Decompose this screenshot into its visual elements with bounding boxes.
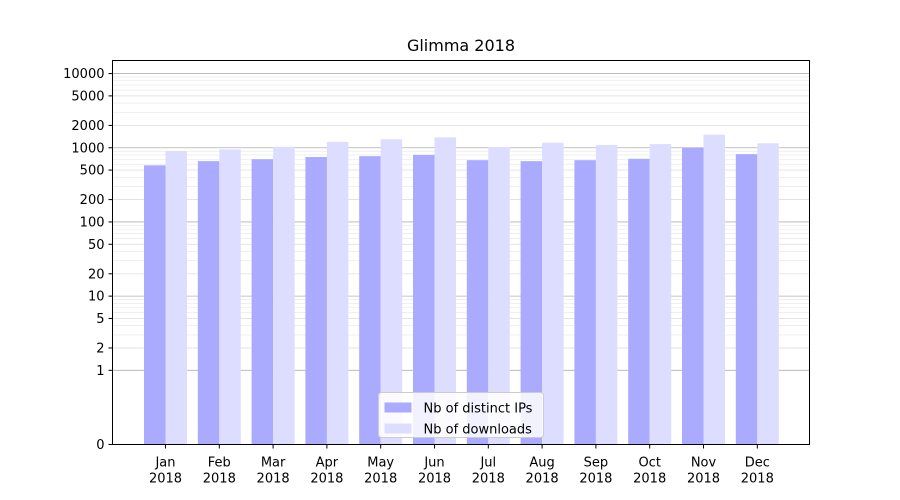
y-tick-label: 200	[80, 193, 105, 208]
bar-downloads	[434, 137, 456, 445]
x-tick-label: 2018	[418, 472, 451, 487]
x-tick-label: Aug	[529, 456, 554, 471]
bar-downloads	[219, 149, 241, 445]
bar-downloads	[273, 146, 295, 445]
x-tick-label: Sep	[584, 456, 609, 471]
x-tick-label: 2018	[257, 472, 290, 487]
y-tick-label: 2	[96, 341, 104, 356]
x-tick-label: Dec	[745, 456, 770, 471]
x-tick-label: Jan	[154, 456, 175, 471]
bar-downloads	[326, 141, 349, 445]
x-tick-label: Jun	[423, 456, 444, 471]
y-tick-label: 1	[96, 364, 104, 379]
bars	[144, 134, 779, 445]
y-tick-label: 10	[88, 290, 105, 305]
bar-distinct-ips	[466, 160, 489, 445]
bar-distinct-ips	[574, 160, 596, 445]
bar-downloads	[380, 139, 403, 445]
x-tick-label: Apr	[316, 456, 339, 471]
x-tick-label: Nov	[691, 456, 717, 471]
x-tick-label: 2018	[526, 472, 559, 487]
bar-distinct-ips	[628, 158, 650, 445]
x-axis: Jan2018Feb2018Mar2018Apr2018May2018Jun20…	[149, 444, 774, 487]
legend-box	[378, 392, 544, 438]
x-tick-label: 2018	[687, 472, 720, 487]
y-tick-label: 5000	[71, 89, 104, 104]
x-tick-label: Feb	[208, 456, 231, 471]
bar-downloads	[757, 143, 779, 445]
legend-swatch	[384, 402, 412, 413]
y-tick-label: 0	[96, 438, 104, 453]
legend-label: Nb of downloads	[424, 423, 533, 438]
x-tick-label: 2018	[203, 472, 236, 487]
bar-distinct-ips	[144, 165, 166, 445]
y-axis: 0 1 2 5 10 20 50 100 200 500 1000 2000 5000 10000	[63, 67, 113, 453]
y-tick-label: 20	[88, 267, 105, 282]
legend-swatch	[384, 423, 412, 434]
bar-distinct-ips	[197, 161, 220, 445]
x-tick-label: May	[367, 456, 394, 471]
bar-distinct-ips	[413, 154, 435, 445]
bar-downloads	[542, 142, 564, 445]
x-tick-label: Jul	[479, 456, 496, 471]
bar-distinct-ips	[735, 154, 758, 445]
bar-downloads	[703, 134, 725, 445]
x-tick-label: Oct	[638, 456, 660, 471]
x-tick-label: 2018	[472, 472, 505, 487]
x-tick-label: 2018	[149, 472, 182, 487]
bar-distinct-ips	[359, 156, 381, 445]
x-tick-label: 2018	[364, 472, 397, 487]
bar-distinct-ips	[520, 161, 543, 445]
y-tick-label: 100	[80, 215, 105, 230]
x-tick-label: 2018	[633, 472, 666, 487]
y-tick-label: 500	[80, 164, 105, 179]
chart-title: Glimma 2018	[407, 36, 515, 55]
bar-downloads	[488, 147, 510, 445]
legend: Nb of distinct IPs Nb of downloads	[378, 392, 544, 438]
bar-distinct-ips	[305, 157, 327, 445]
bar-distinct-ips	[251, 159, 274, 445]
legend-label: Nb of distinct IPs	[424, 402, 533, 417]
x-tick-label: Mar	[261, 456, 286, 471]
y-tick-label: 2000	[71, 119, 104, 134]
bar-downloads	[165, 151, 187, 445]
bar-downloads	[595, 144, 618, 445]
y-tick-label: 5	[96, 312, 104, 327]
y-tick-label: 10000	[63, 67, 104, 82]
bar-distinct-ips	[682, 147, 704, 445]
y-tick-label: 1000	[71, 141, 104, 156]
x-tick-label: 2018	[579, 472, 612, 487]
x-tick-label: 2018	[310, 472, 343, 487]
plot-frame	[112, 60, 810, 445]
bar-downloads	[649, 144, 672, 445]
x-tick-label: 2018	[741, 472, 774, 487]
y-tick-label: 50	[88, 238, 105, 253]
